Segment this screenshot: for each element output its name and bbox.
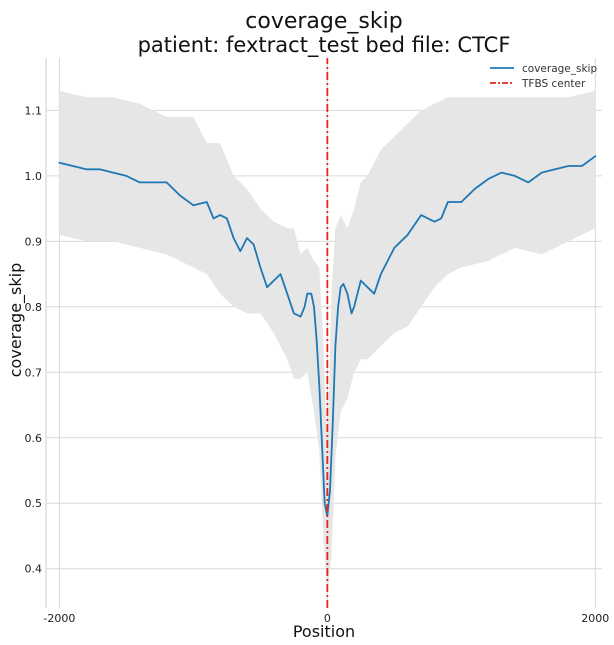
y-tick-label: 0.8 bbox=[25, 301, 43, 314]
y-tick-label: 0.5 bbox=[25, 497, 43, 510]
legend-label-tfbs-center: TFBS center bbox=[521, 78, 586, 90]
chart-subtitle: patient: fextract_test bed file: CTCF bbox=[138, 33, 511, 58]
coverage-skip-line bbox=[58, 155, 597, 518]
y-tick-label: 1.0 bbox=[25, 170, 43, 183]
y-tick-label: 0.4 bbox=[25, 563, 43, 576]
x-tick-label: 0 bbox=[324, 612, 331, 625]
chart-title: coverage_skip bbox=[245, 9, 402, 34]
coverage-band-area bbox=[59, 90, 596, 595]
x-axis-label: Position bbox=[293, 622, 355, 641]
y-tick-label: 0.6 bbox=[25, 432, 43, 445]
series-lines bbox=[58, 58, 597, 608]
tick-labels: 0.4 0.5 0.6 0.7 0.8 0.9 1.0 1.1 -2000 0 2000 bbox=[25, 104, 610, 625]
x-tick-label: 2000 bbox=[581, 612, 609, 625]
y-tick-label: 0.9 bbox=[25, 235, 43, 248]
legend-label-coverage-skip: coverage_skip bbox=[522, 63, 597, 75]
x-tick-label: -2000 bbox=[43, 612, 75, 625]
y-tick-label: 0.7 bbox=[25, 366, 43, 379]
confidence-band bbox=[59, 90, 596, 595]
legend: coverage_skip TFBS center bbox=[490, 63, 597, 90]
y-axis-label: coverage_skip bbox=[6, 263, 26, 377]
y-tick-label: 1.1 bbox=[25, 104, 43, 117]
